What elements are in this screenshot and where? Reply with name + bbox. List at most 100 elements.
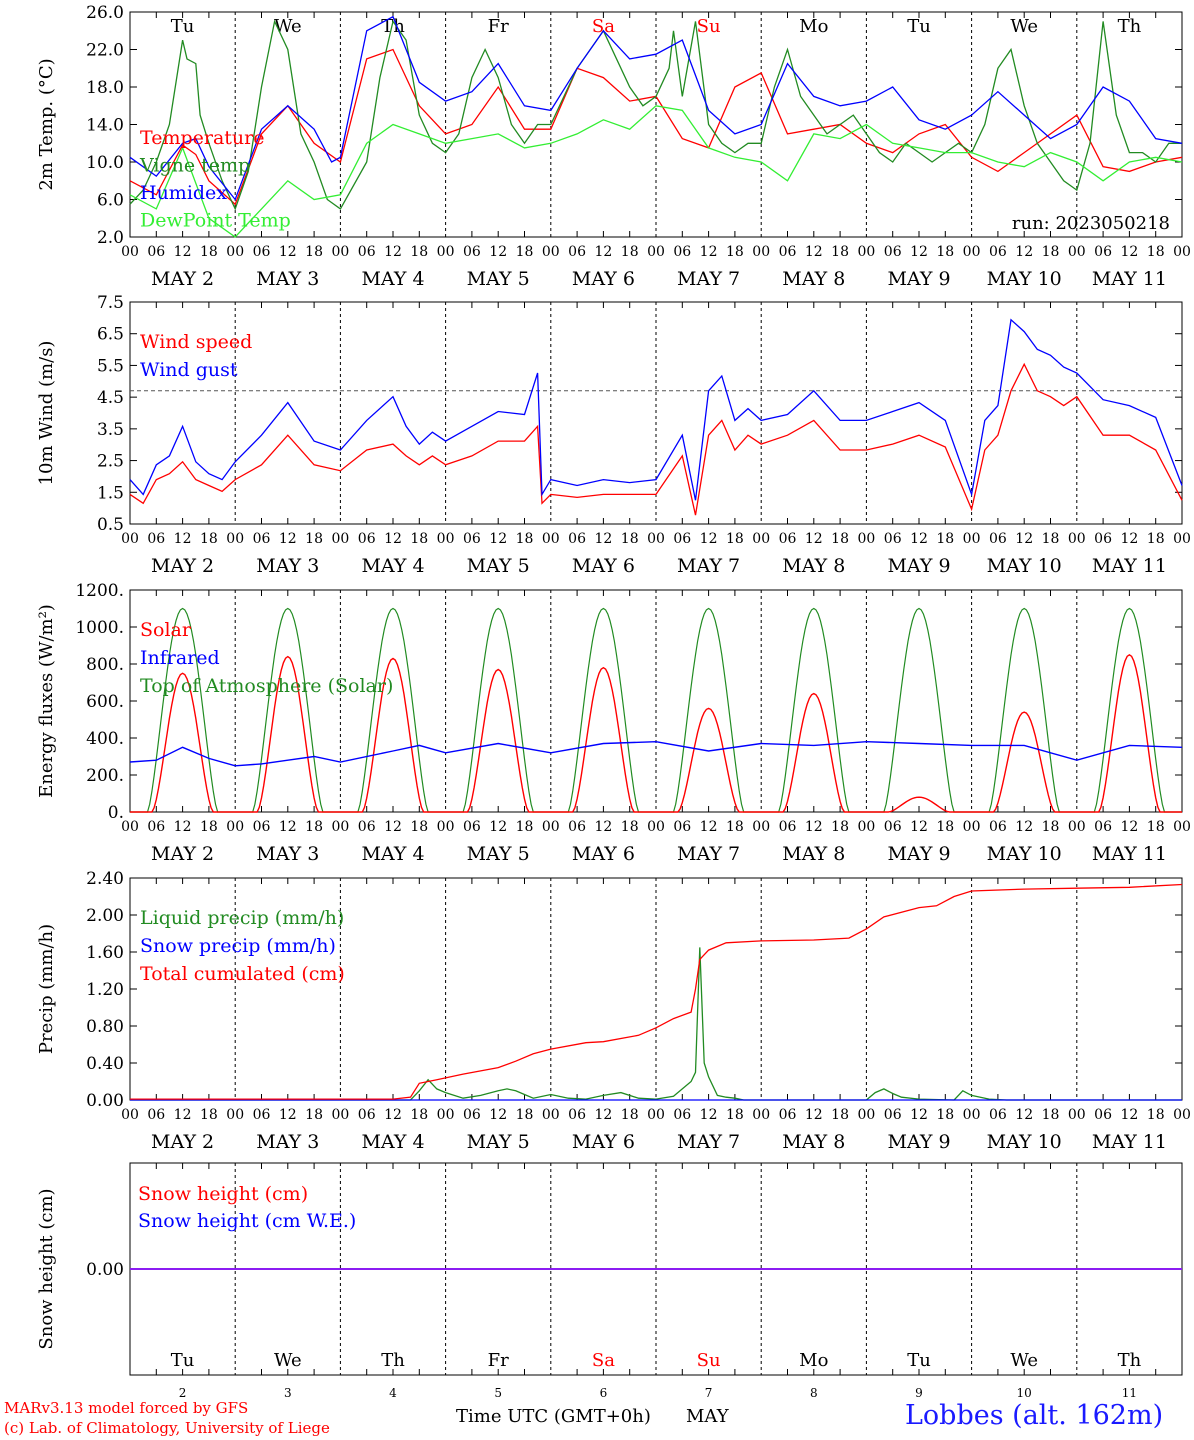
hour-tick-label: 00 — [437, 244, 455, 260]
hour-tick-label: 12 — [1120, 244, 1138, 260]
day-of-week-label: Sa — [592, 1350, 615, 1371]
date-label: MAY 3 — [256, 555, 319, 577]
hour-tick-label: 06 — [779, 531, 797, 547]
hour-tick-label: 12 — [1120, 531, 1138, 547]
y-tick-label: 18.0 — [86, 78, 124, 98]
y-tick-label: 1.20 — [86, 980, 124, 1000]
hour-tick-label: 18 — [305, 1107, 323, 1123]
hour-tick-label: 18 — [200, 531, 218, 547]
legend-entry: Wind gust — [140, 359, 238, 381]
hour-tick-label: 00 — [121, 244, 139, 260]
hour-tick-label: 00 — [1173, 531, 1191, 547]
legend-entry: Solar — [140, 619, 192, 641]
hour-tick-label: 12 — [384, 1107, 402, 1123]
hour-tick-label: 06 — [253, 244, 271, 260]
date-label: MAY 7 — [677, 843, 740, 865]
y-tick-label: 14.0 — [86, 116, 124, 136]
series-wind-speed — [129, 362, 1183, 516]
hour-tick-label: 12 — [1015, 819, 1033, 835]
day-of-week-label: Mo — [799, 1350, 828, 1371]
date-label: MAY 8 — [782, 268, 845, 290]
hour-tick-label: 06 — [568, 244, 586, 260]
credit-lab: (c) Lab. of Climatology, University of L… — [4, 1419, 330, 1437]
hour-tick-label: 00 — [1173, 244, 1191, 260]
hour-tick-label: 00 — [752, 1107, 770, 1123]
date-label: MAY 7 — [677, 555, 740, 577]
day-of-week-label: We — [274, 1350, 302, 1371]
hour-tick-label: 06 — [568, 531, 586, 547]
day-number-label: 2 — [179, 1386, 187, 1400]
date-label: MAY 9 — [887, 268, 950, 290]
day-of-week-label: Tu — [907, 16, 931, 37]
date-label: MAY 6 — [572, 843, 635, 865]
hour-tick-label: 12 — [174, 1107, 192, 1123]
hour-tick-label: 18 — [200, 244, 218, 260]
y-tick-label: 26.0 — [86, 3, 124, 23]
hour-tick-label: 00 — [226, 819, 244, 835]
hour-tick-label: 12 — [174, 531, 192, 547]
day-number-label: 5 — [494, 1386, 502, 1400]
hour-tick-label: 18 — [305, 531, 323, 547]
hour-tick-label: 18 — [726, 1107, 744, 1123]
hour-tick-label: 06 — [884, 531, 902, 547]
day-of-week-label: Sa — [592, 16, 615, 37]
hour-tick-label: 18 — [831, 1107, 849, 1123]
date-label: MAY 3 — [256, 268, 319, 290]
day-of-week-label: Th — [381, 1350, 405, 1371]
hour-tick-label: 18 — [831, 244, 849, 260]
legend-entry: Top of Atmosphere (Solar) — [140, 675, 393, 697]
day-of-week-label: Tu — [171, 16, 195, 37]
hour-tick-label: 00 — [331, 244, 349, 260]
date-label: MAY 5 — [467, 555, 530, 577]
hour-tick-label: 18 — [621, 531, 639, 547]
date-label: MAY 9 — [887, 1131, 950, 1153]
day-of-week-label: Th — [1118, 16, 1142, 37]
hour-tick-label: 12 — [805, 819, 823, 835]
hour-tick-label: 06 — [253, 819, 271, 835]
hour-tick-label: 00 — [542, 244, 560, 260]
hour-tick-label: 18 — [305, 819, 323, 835]
y-axis-label: Energy fluxes (W/m²) — [36, 604, 57, 798]
date-label: MAY 2 — [151, 1131, 214, 1153]
hour-tick-label: 18 — [516, 244, 534, 260]
date-label: MAY 2 — [151, 268, 214, 290]
hour-tick-label: 00 — [1173, 1107, 1191, 1123]
hour-tick-label: 06 — [147, 1107, 165, 1123]
hour-tick-label: 12 — [1015, 244, 1033, 260]
date-label: MAY 11 — [1092, 268, 1167, 290]
legend-entry: Snow height (cm W.E.) — [138, 1210, 356, 1232]
day-number-label: 10 — [1017, 1386, 1032, 1400]
hour-tick-label: 00 — [963, 531, 981, 547]
day-of-week-label: Th — [1118, 1350, 1142, 1371]
hour-tick-label: 18 — [726, 531, 744, 547]
date-label: MAY 10 — [987, 555, 1062, 577]
hour-tick-label: 18 — [831, 819, 849, 835]
y-tick-label: 1.60 — [86, 943, 124, 963]
hour-tick-label: 06 — [673, 244, 691, 260]
y-tick-label: 2.5 — [97, 452, 124, 472]
y-tick-label: 200. — [86, 766, 124, 786]
hour-tick-label: 12 — [174, 244, 192, 260]
day-of-week-label: We — [1010, 16, 1038, 37]
hour-tick-label: 12 — [910, 244, 928, 260]
hour-tick-label: 18 — [516, 531, 534, 547]
hour-tick-label: 18 — [621, 819, 639, 835]
hour-tick-label: 06 — [989, 244, 1007, 260]
hour-tick-label: 00 — [857, 1107, 875, 1123]
date-label: MAY 6 — [572, 1131, 635, 1153]
month-axis-label: MAY — [686, 1406, 729, 1427]
hour-tick-label: 12 — [1120, 1107, 1138, 1123]
date-label: MAY 8 — [782, 1131, 845, 1153]
series-dewpoint-temp — [129, 105, 1183, 238]
y-tick-label: 1000. — [75, 618, 124, 638]
hour-tick-label: 00 — [963, 244, 981, 260]
hour-tick-label: 18 — [516, 819, 534, 835]
hour-tick-label: 12 — [594, 819, 612, 835]
hour-tick-label: 00 — [1068, 819, 1086, 835]
legend-entry: Humidex — [140, 182, 227, 204]
hour-tick-label: 12 — [910, 531, 928, 547]
date-label: MAY 10 — [987, 1131, 1062, 1153]
date-label: MAY 3 — [256, 843, 319, 865]
hour-tick-label: 00 — [1068, 1107, 1086, 1123]
hour-tick-label: 12 — [384, 531, 402, 547]
